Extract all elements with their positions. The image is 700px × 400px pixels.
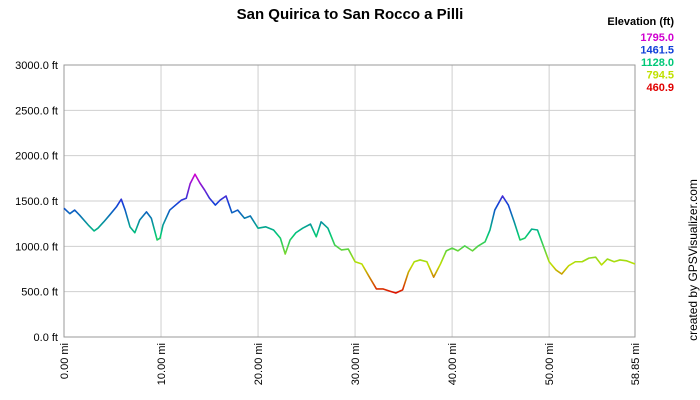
plot-frame <box>63 64 636 338</box>
x-tick-label: 58.85 mi <box>630 343 642 385</box>
y-tick-label: 1500.0 ft <box>15 196 58 208</box>
x-tick-label: 10.00 mi <box>156 343 168 385</box>
legend-entry: 1795.0 <box>640 32 674 44</box>
y-tick-label: 500.0 ft <box>21 287 58 299</box>
y-tick-label: 2000.0 ft <box>15 151 58 163</box>
x-tick-label: 30.00 mi <box>350 343 362 385</box>
y-tick-label: 1000.0 ft <box>15 241 58 253</box>
legend-entry: 460.9 <box>646 82 674 94</box>
legend-entry: 1128.0 <box>641 57 674 69</box>
credit: created by GPSVisualizer.com <box>686 179 700 341</box>
y-tick-label: 2500.0 ft <box>15 105 58 117</box>
legend-entry: 1461.5 <box>640 45 674 57</box>
chart-title: San Quirica to San Rocco a Pilli <box>237 6 464 23</box>
legend-title: Elevation (ft) <box>607 16 674 28</box>
elevation-line <box>63 173 636 294</box>
x-tick-label: 40.00 mi <box>447 343 459 385</box>
x-tick-label: 20.00 mi <box>253 343 265 385</box>
x-tick-label: 50.00 mi <box>544 343 556 385</box>
legend-entry: 794.5 <box>646 70 674 82</box>
y-tick-label: 0.0 ft <box>34 332 58 344</box>
x-tick-label: 0.00 mi <box>59 343 71 379</box>
y-tick-label: 3000.0 ft <box>15 60 58 72</box>
